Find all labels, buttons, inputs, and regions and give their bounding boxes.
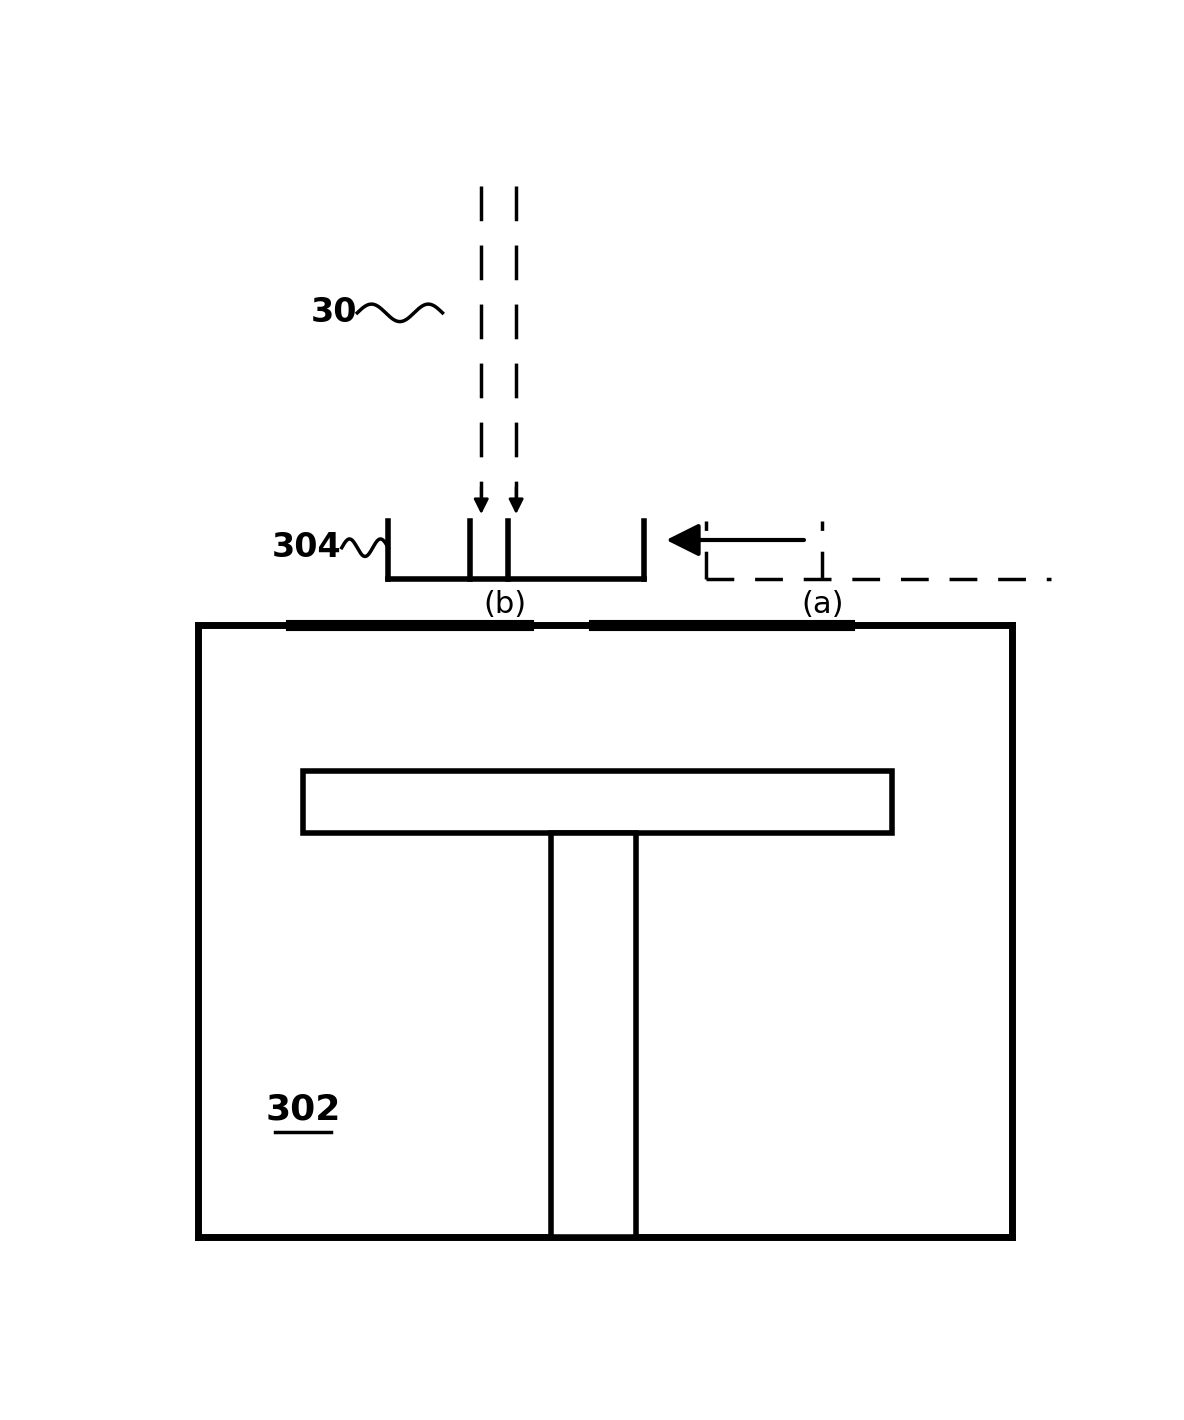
Text: (b): (b) [483,591,526,619]
Bar [303,771,892,832]
Text: 304: 304 [272,531,342,564]
Text: 302: 302 [265,1093,341,1127]
Bar [551,832,636,1237]
Text: 30: 30 [310,297,358,329]
Text: (a): (a) [802,591,843,619]
